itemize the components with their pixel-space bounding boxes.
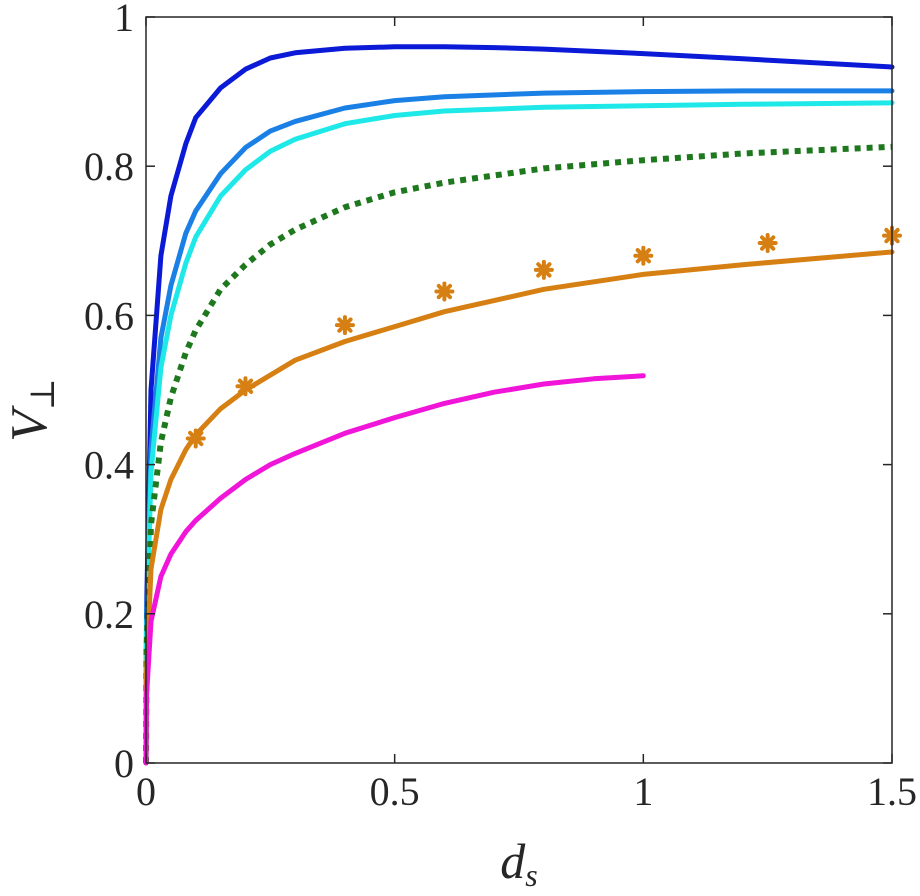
series-line-3 [143,100,895,766]
series-line-5 [143,249,895,766]
asterisk-stroke [760,235,776,251]
axes: 0 0.5 1 1.5 0 0.2 0.4 0.6 0.8 1 [84,0,917,814]
plot-frame [145,16,893,764]
y-axis-label: V⊥ [1,378,62,442]
data-point-marker [633,245,654,266]
series-line-4 [143,143,893,764]
y-axis-label-group: V⊥ [1,378,62,442]
y-tick-label: 0.8 [84,144,134,189]
y-tick-label: 1 [114,0,134,40]
asterisk-stroke [337,317,353,333]
x-tick-label: 1 [633,769,653,814]
y-tick-label: 0.6 [84,293,134,338]
data-point-marker [334,315,355,336]
x-tick-label: 1.5 [867,769,917,814]
data-point-marker [235,376,256,397]
asterisk-stroke [436,283,453,300]
y-axis-label-sub: ⊥ [25,378,62,410]
x-axis-label-base: d [500,833,526,889]
y-tick-label: 0.4 [84,443,134,488]
data-point-marker [757,233,778,254]
y-axis-label-base: V [1,405,58,442]
asterisk-stroke [188,430,204,447]
asterisk-stroke [536,262,552,278]
y-tick-label: 0.2 [84,592,134,637]
x-tick-label: 0 [136,769,156,814]
asterisk-stroke [237,378,254,394]
y-tick-label: 0 [114,741,134,786]
data-point-marker [185,428,206,449]
asterisk-stroke [635,248,651,264]
series-line-6 [143,373,646,766]
data-point-marker [533,259,554,280]
x-axis-label: ds [500,833,537,893]
series-line-2 [143,88,895,766]
series-line-1 [143,44,895,766]
x-tick-label: 0.5 [370,769,420,814]
data-point-marker [434,281,455,302]
x-axis-label-sub: s [525,857,537,893]
plot-area [143,44,902,766]
